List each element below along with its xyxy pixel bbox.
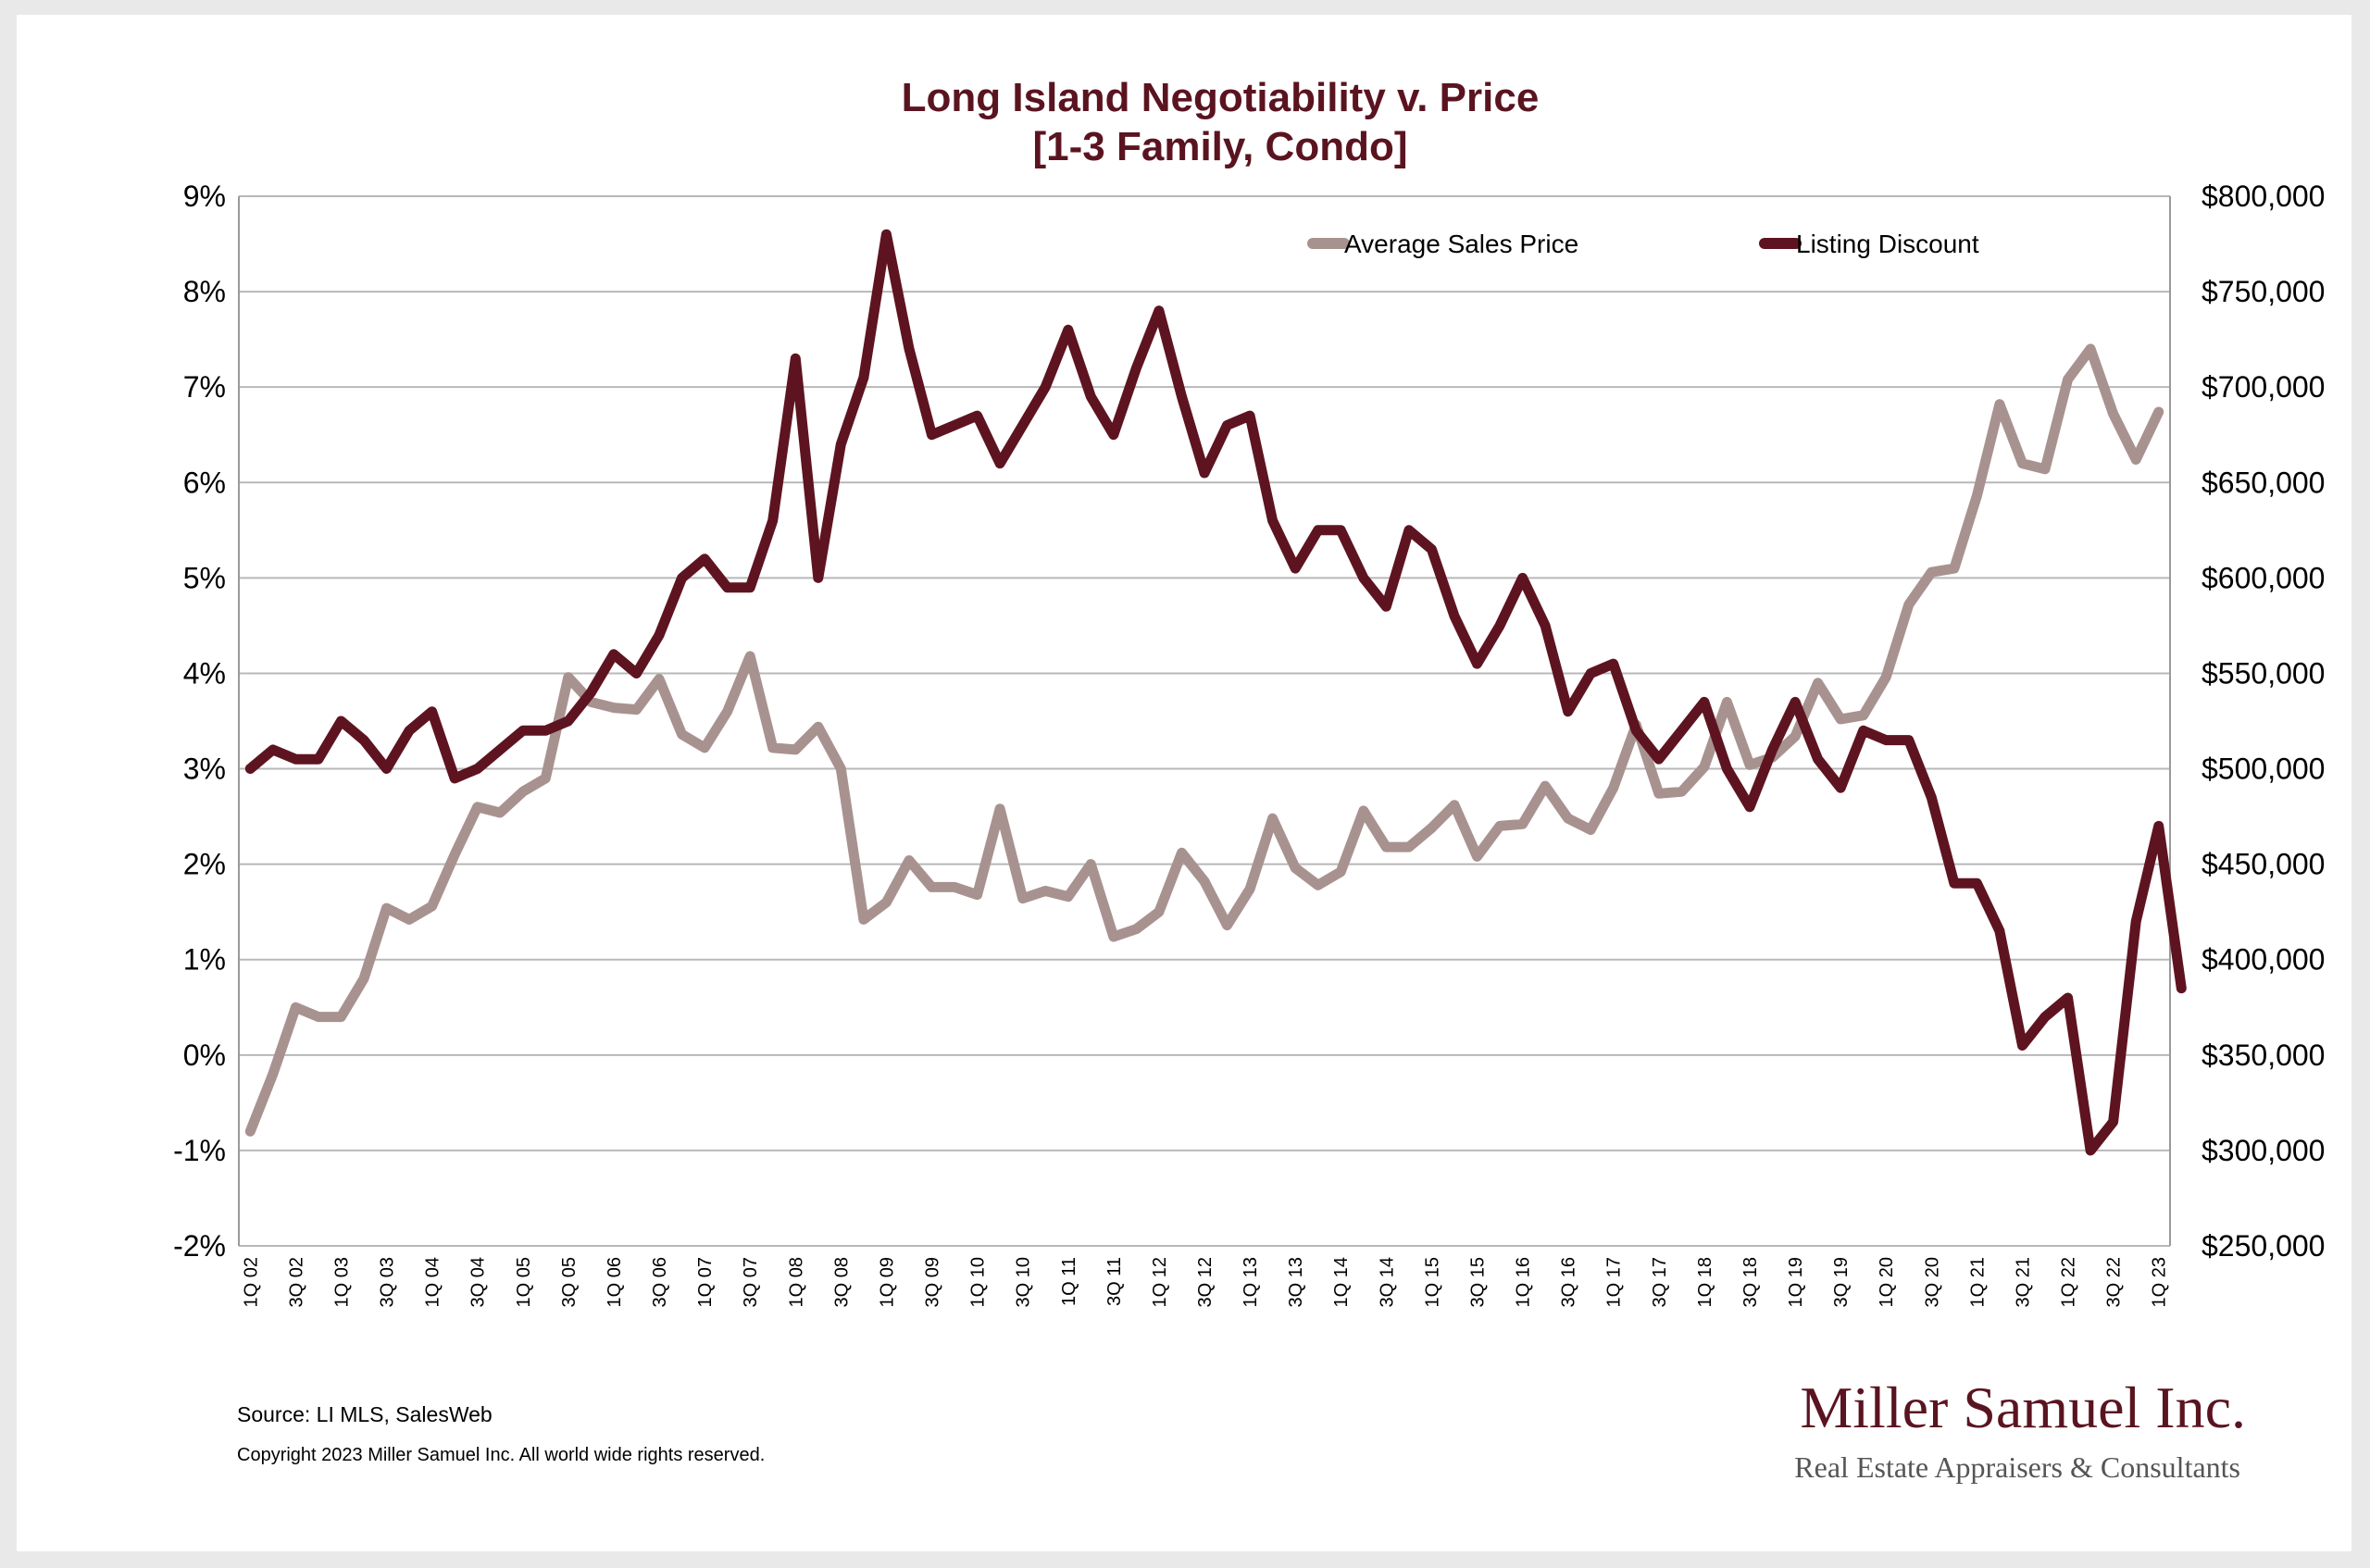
left-tick-label: 6%: [183, 466, 226, 499]
x-tick-label: 3Q 02: [286, 1257, 306, 1307]
x-tick-label: 1Q 15: [1422, 1257, 1442, 1307]
left-tick-label: -2%: [173, 1229, 226, 1263]
source-note: Source: LI MLS, SalesWeb: [237, 1402, 493, 1426]
right-tick-label: $800,000: [2202, 180, 2325, 213]
x-tick-label: 1Q 09: [877, 1257, 897, 1307]
x-tick-label: 1Q 18: [1695, 1257, 1715, 1307]
right-tick-label: $750,000: [2202, 275, 2325, 308]
left-tick-label: 5%: [183, 561, 226, 594]
series-line-average-sales-price: [244, 343, 2164, 1137]
right-tick-label: $500,000: [2202, 753, 2325, 786]
axes: [238, 196, 2171, 1246]
copyright-note: Copyright 2023 Miller Samuel Inc. All wo…: [237, 1445, 765, 1465]
right-tick-label: $300,000: [2202, 1134, 2325, 1167]
x-tick-label: 3Q 05: [559, 1257, 580, 1307]
right-tick-label: $600,000: [2202, 561, 2325, 594]
x-tick-label: 1Q 02: [241, 1257, 261, 1307]
x-tick-label: 1Q 05: [514, 1257, 534, 1307]
x-tick-label: 3Q 22: [2104, 1257, 2125, 1307]
x-tick-label: 1Q 12: [1150, 1257, 1170, 1307]
x-tick-label: 1Q 21: [1967, 1257, 1988, 1307]
chart-frame: Long Island Negotiability v. Price [1-3 …: [17, 15, 2351, 1551]
x-tick-label: 1Q 20: [1877, 1257, 1897, 1307]
x-tick-label: 3Q 04: [468, 1257, 489, 1307]
x-tick-label: 3Q 20: [1922, 1257, 1942, 1307]
x-tick-label: 3Q 12: [1195, 1257, 1216, 1307]
x-tick-label: 3Q 03: [378, 1257, 398, 1307]
right-tick-label: $700,000: [2202, 370, 2325, 404]
right-axis-ticks: $250,000 $300,000 $350,000 $400,000 $450,000…: [2202, 180, 2325, 1263]
left-axis-ticks: -2% -1% 0% 1% 2% 3% 4% 5% 6% 7% 8% 9%: [173, 180, 226, 1263]
x-tick-label: 1Q 23: [2150, 1257, 2170, 1307]
x-tick-label: 1Q 03: [331, 1257, 352, 1307]
left-tick-label: 0%: [183, 1039, 226, 1072]
series-lines: [244, 229, 2187, 1156]
left-tick-label: 2%: [183, 848, 226, 881]
x-tick-label: 3Q 08: [831, 1257, 852, 1307]
x-tick-label: 3Q 17: [1650, 1257, 1670, 1307]
x-tick-label: 3Q 11: [1104, 1257, 1125, 1306]
right-tick-label: $250,000: [2202, 1229, 2325, 1263]
chart-svg: Long Island Negotiability v. Price [1-3 …: [173, 75, 2325, 1484]
x-tick-label: 1Q 14: [1331, 1257, 1352, 1307]
x-tick-label: 3Q 14: [1377, 1257, 1397, 1307]
logo-tagline: Real Estate Appraisers & Consultants: [1794, 1450, 2240, 1484]
logo-name: Miller Samuel Inc.: [1800, 1375, 2246, 1440]
x-tick-label: 1Q 11: [1059, 1257, 1079, 1306]
gridlines: [239, 195, 2170, 1247]
left-tick-label: 4%: [183, 656, 226, 690]
right-tick-label: $450,000: [2202, 848, 2325, 881]
x-tick-label: 3Q 13: [1286, 1257, 1306, 1307]
company-logo: Miller Samuel Inc. Real Estate Appraiser…: [1794, 1375, 2246, 1484]
x-tick-label: 3Q 21: [2013, 1257, 2033, 1307]
x-tick-label: 1Q 16: [1514, 1257, 1534, 1307]
x-tick-label: 3Q 10: [1014, 1257, 1034, 1307]
legend-label-listing-discount: Listing Discount: [1796, 230, 1979, 258]
left-tick-label: 3%: [183, 753, 226, 786]
left-tick-label: 8%: [183, 275, 226, 308]
x-tick-label: 1Q 07: [695, 1257, 716, 1307]
left-tick-label: 1%: [183, 943, 226, 977]
x-tick-label: 1Q 19: [1786, 1257, 1806, 1307]
right-tick-label: $350,000: [2202, 1039, 2325, 1072]
x-tick-label: 1Q 22: [2059, 1257, 2079, 1307]
x-tick-label: 1Q 10: [968, 1257, 989, 1307]
x-tick-label: 3Q 19: [1831, 1257, 1852, 1307]
x-tick-label: 3Q 06: [650, 1257, 670, 1307]
x-axis-ticks: 1Q 02 3Q 02 1Q 03 3Q 03 1Q 04 3Q 04 1Q 05 3Q 05…: [241, 1257, 2169, 1307]
legend-label-average-sales-price: Average Sales Price: [1344, 230, 1578, 258]
left-tick-label: 7%: [183, 370, 226, 404]
x-tick-label: 3Q 18: [1740, 1257, 1761, 1307]
left-tick-label: 9%: [183, 180, 226, 213]
right-tick-label: $550,000: [2202, 656, 2325, 690]
x-tick-label: 3Q 15: [1467, 1257, 1488, 1307]
chart-title: Long Island Negotiability v. Price: [902, 75, 1540, 120]
left-tick-label: -1%: [173, 1134, 226, 1167]
x-tick-label: 1Q 17: [1604, 1257, 1625, 1307]
x-tick-label: 3Q 09: [923, 1257, 943, 1307]
x-tick-label: 1Q 08: [786, 1257, 806, 1307]
series-line-listing-discount: [244, 229, 2187, 1156]
x-tick-label: 3Q 16: [1559, 1257, 1579, 1307]
x-tick-label: 1Q 13: [1241, 1257, 1261, 1307]
x-tick-label: 1Q 04: [423, 1257, 443, 1307]
right-tick-label: $650,000: [2202, 466, 2325, 499]
right-tick-label: $400,000: [2202, 943, 2325, 977]
x-tick-label: 1Q 06: [605, 1257, 625, 1307]
x-tick-label: 3Q 07: [741, 1257, 761, 1307]
legend: Average Sales Price Listing Discount: [1307, 230, 1979, 258]
chart-subtitle: [1-3 Family, Condo]: [1033, 124, 1408, 169]
